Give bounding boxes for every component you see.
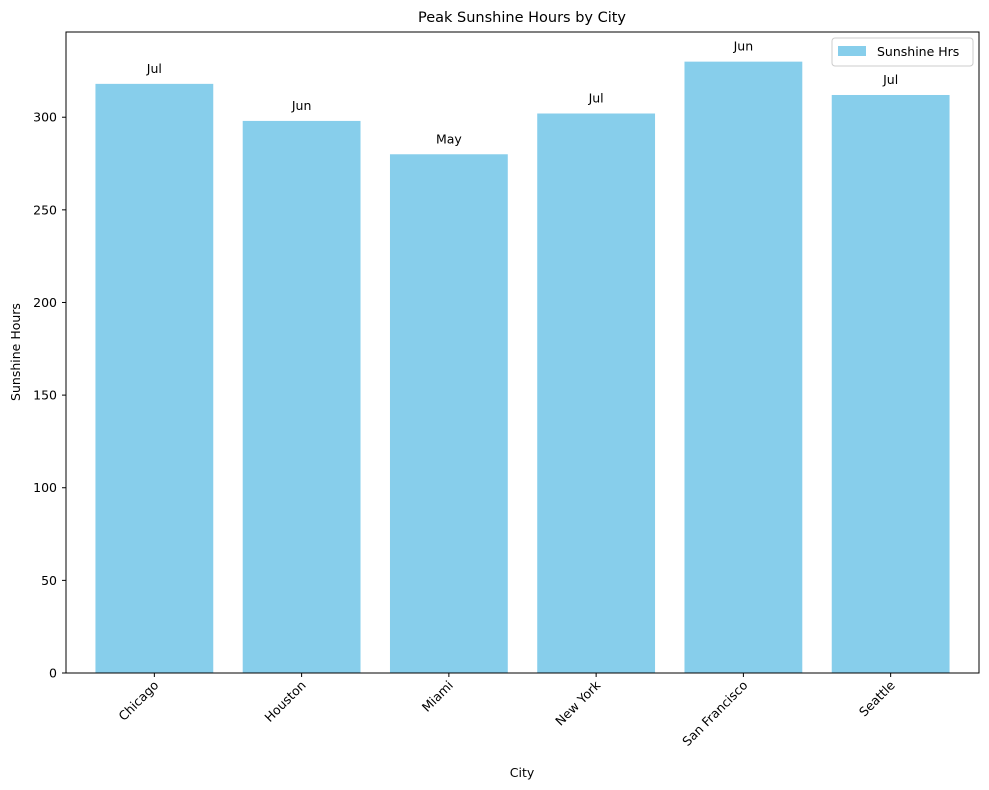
chart-title: Peak Sunshine Hours by City — [418, 10, 626, 26]
y-tick-label: 0 — [49, 666, 57, 681]
y-tick-label: 100 — [33, 480, 57, 495]
bar — [389, 154, 508, 673]
y-tick-label: 200 — [33, 295, 57, 310]
legend-label: Sunshine Hrs — [877, 44, 959, 59]
y-tick-label: 150 — [33, 388, 57, 403]
bar — [831, 94, 950, 674]
bar-label: Jun — [733, 39, 754, 54]
bar — [95, 83, 214, 674]
bar — [684, 61, 803, 673]
x-axis-label: City — [510, 765, 535, 780]
bar-label: May — [436, 131, 462, 146]
plot-area: JulJunMayJulJunJul050100150200250300Chic… — [33, 39, 950, 749]
y-tick-label: 50 — [41, 573, 57, 588]
bar-label: Jul — [588, 91, 604, 106]
y-axis-label: Sunshine Hours — [8, 303, 23, 401]
bar-label: Jun — [291, 98, 312, 113]
bar — [242, 120, 361, 674]
legend-swatch — [838, 46, 866, 56]
bar-label: Jul — [882, 72, 898, 87]
bar — [537, 113, 656, 673]
y-tick-label: 300 — [33, 110, 57, 125]
axes-frame — [65, 31, 980, 674]
legend: Sunshine Hrs — [831, 37, 974, 67]
y-tick-label: 250 — [33, 202, 57, 217]
legend-box — [831, 37, 974, 67]
bar-label: Jul — [146, 61, 162, 76]
